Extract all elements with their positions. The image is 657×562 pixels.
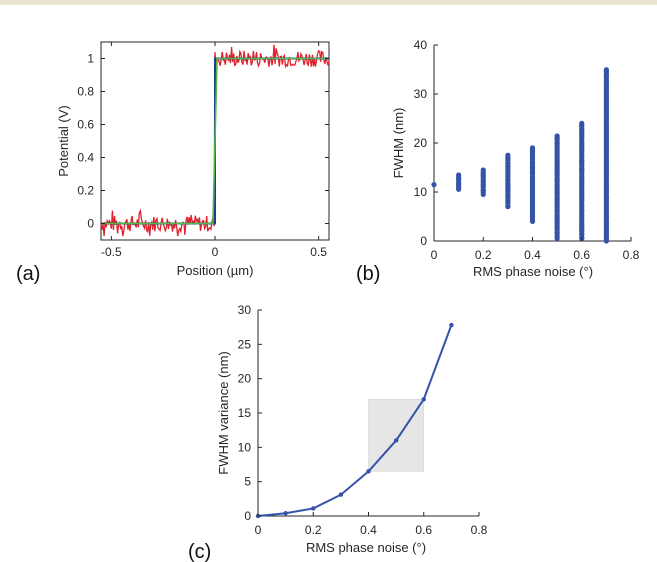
y-tick-label: 10 — [238, 440, 252, 454]
series-fit-line — [101, 57, 329, 225]
x-tick-label: 0.8 — [623, 248, 640, 262]
x-tick-label: 0.6 — [415, 523, 432, 537]
y-tick-label: 0 — [87, 217, 94, 231]
x-tick-label: 0.4 — [360, 523, 377, 537]
panel-label-a: (a) — [16, 263, 40, 285]
chart-a-xlabel: Position (µm) — [177, 263, 254, 278]
scatter-point — [456, 172, 462, 178]
y-tick-label: 0 — [244, 509, 251, 523]
data-point — [366, 469, 371, 474]
y-tick-label: 20 — [238, 372, 252, 386]
y-tick-label: 0.4 — [77, 151, 94, 165]
chart-b-ylabel: FWHM (nm) — [391, 108, 406, 179]
data-point — [338, 492, 344, 497]
y-tick-label: 20 — [414, 136, 428, 150]
panel-label-b: (b) — [356, 263, 380, 285]
y-tick-label: 30 — [238, 303, 252, 317]
y-tick-label: 10 — [414, 185, 428, 199]
x-tick-label: 0 — [431, 248, 438, 262]
chart-b-xlabel: RMS phase noise (°) — [473, 264, 593, 279]
y-tick-label: 0.2 — [77, 184, 94, 198]
chart-a-ylabel: Potential (V) — [56, 105, 71, 177]
y-tick-label: 0.8 — [77, 85, 94, 99]
y-tick-label: 0.6 — [77, 118, 94, 132]
scatter-point — [579, 120, 585, 126]
x-tick-label: 0 — [255, 523, 262, 537]
panel-label-c: (c) — [188, 541, 211, 562]
chart-c-xlabel: RMS phase noise (°) — [306, 540, 426, 555]
data-point — [449, 322, 454, 328]
x-tick-label: -0.5 — [101, 245, 122, 259]
scatter-point — [603, 67, 609, 73]
x-tick-label: 0.2 — [305, 523, 322, 537]
chart-c: 0 0.2 0.4 0.6 0.8 0 5 10 15 20 25 30 RMS phase nois… — [188, 303, 488, 562]
scatter-point — [529, 145, 536, 151]
x-tick-label: 0 — [212, 245, 219, 259]
data-point — [311, 506, 316, 511]
y-tick-label: 30 — [414, 87, 428, 101]
data-point — [283, 511, 288, 516]
series-noisy-line — [100, 44, 330, 237]
chart-b: 0 0.2 0.4 0.6 0.8 0 10 20 30 40 RMS phase noise (… — [356, 38, 640, 285]
y-tick-label: 15 — [238, 406, 252, 420]
y-tick-label: 40 — [414, 38, 428, 52]
y-tick-label: 25 — [238, 337, 252, 351]
top-rule — [0, 0, 657, 5]
x-tick-label: 0.2 — [475, 248, 492, 262]
scatter-point — [554, 133, 560, 139]
data-point — [393, 438, 399, 443]
scatter-point — [431, 182, 437, 188]
y-tick-label: 1 — [87, 52, 94, 66]
x-tick-label: 0.6 — [573, 248, 590, 262]
chart-c-ylabel: FWHM variance (nm) — [216, 351, 231, 475]
x-tick-label: 0.4 — [524, 248, 541, 262]
x-tick-label: 0.8 — [471, 523, 488, 537]
series-variance-line — [257, 324, 453, 517]
data-point — [421, 397, 426, 402]
y-tick-label: 5 — [244, 475, 251, 489]
scatter-point — [505, 152, 511, 158]
chart-a: -0.5 0 0.5 0 0.2 0.4 0.6 0.8 1 Position (µm) Pot… — [16, 41, 330, 285]
x-tick-label: 0.5 — [310, 245, 327, 259]
y-tick-label: 0 — [420, 234, 427, 248]
scatter-point — [480, 167, 486, 173]
